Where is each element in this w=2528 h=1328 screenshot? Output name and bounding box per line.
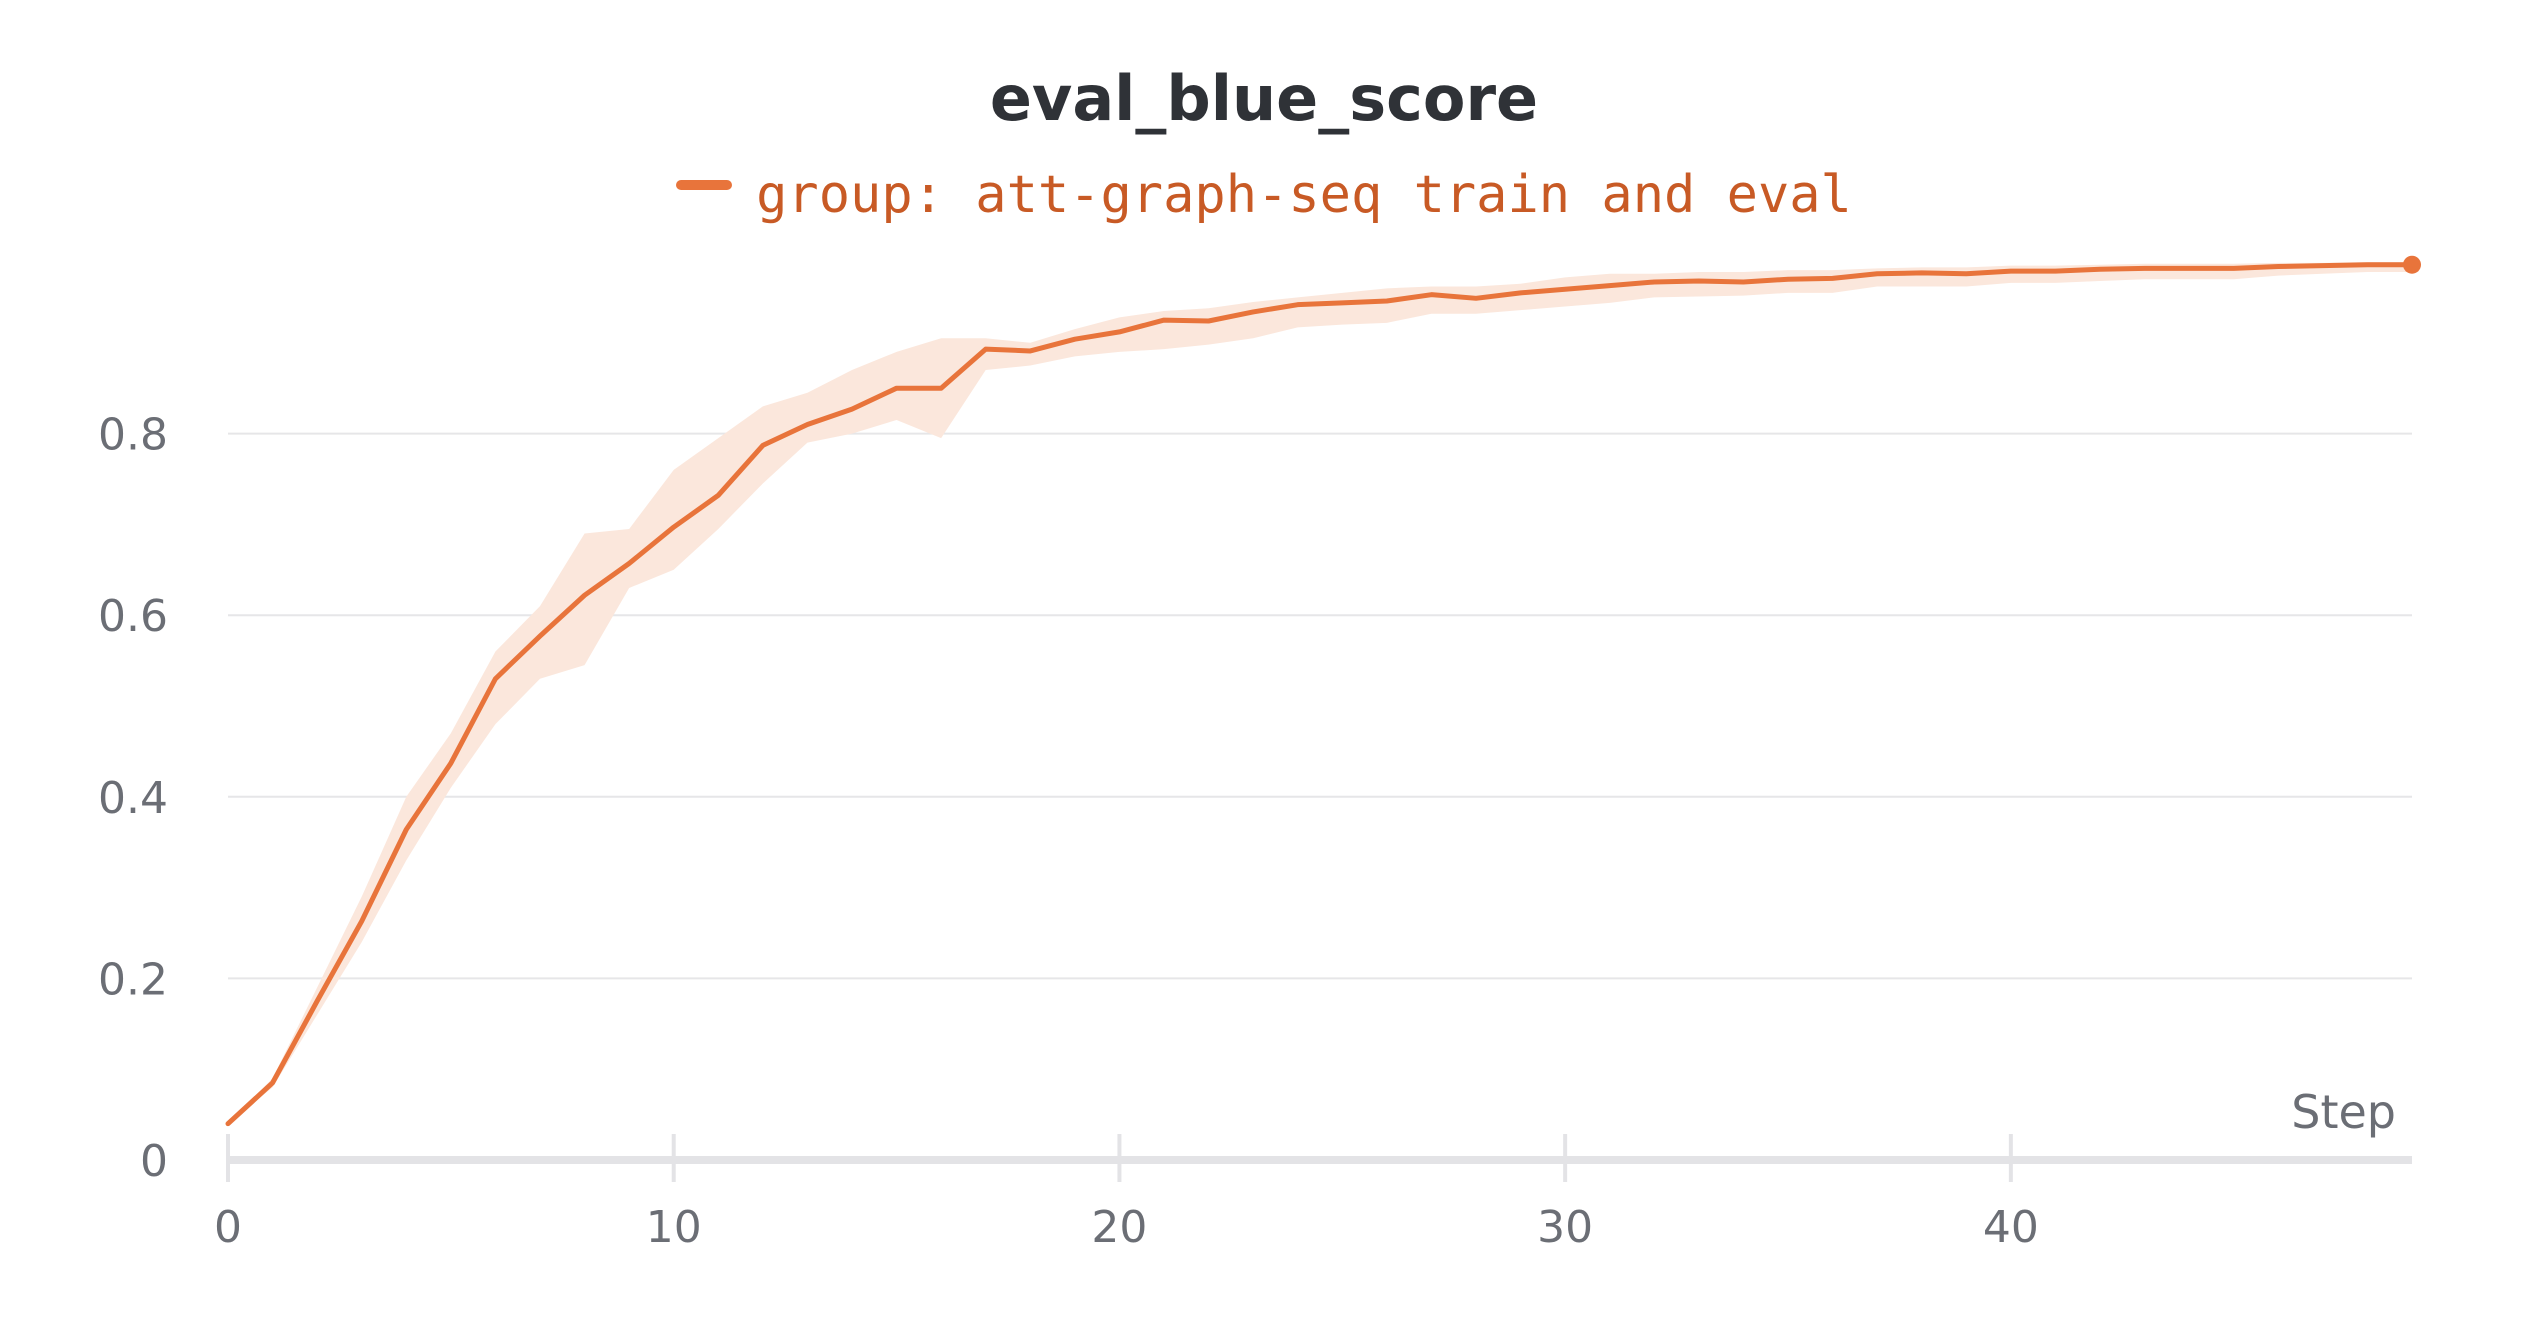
series-end-marker — [2403, 255, 2421, 274]
chart-title: eval_blue_score — [989, 62, 1539, 135]
x-tick-label: 20 — [1091, 1202, 1147, 1253]
y-tick-label: 0.8 — [98, 410, 168, 461]
legend[interactable]: group: att-graph-seq train and eval — [0, 165, 2528, 225]
x-tick-label: 0 — [214, 1202, 242, 1253]
x-tick-label: 10 — [646, 1202, 702, 1253]
y-tick-label: 0.2 — [98, 954, 168, 1005]
x-tick-label: 30 — [1537, 1202, 1593, 1253]
y-tick-label: 0.4 — [98, 773, 168, 824]
x-tick-label: 40 — [1983, 1202, 2039, 1253]
y-tick-label: 0 — [140, 1136, 168, 1187]
legend-label: group: att-graph-seq train and eval — [756, 165, 1852, 225]
x-axis-label: Step — [2291, 1085, 2396, 1139]
y-tick-label: 0.6 — [98, 591, 168, 642]
series-line — [225, 262, 2415, 1127]
series-band — [228, 261, 2412, 1124]
legend-swatch — [676, 180, 733, 190]
